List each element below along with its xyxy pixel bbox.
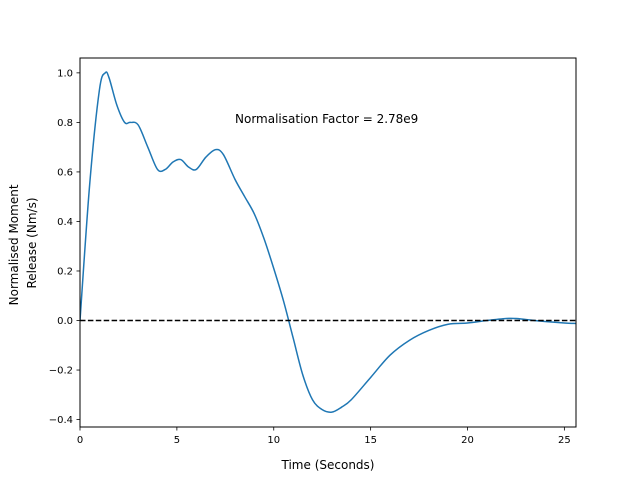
x-tick-label: 0 <box>77 435 83 446</box>
y-tick-label: 0.6 <box>57 167 73 178</box>
plot-background <box>80 58 576 427</box>
y-axis-label-line-2: Release (Nm/s) <box>25 197 39 288</box>
y-tick-label: 0.0 <box>57 316 73 327</box>
y-tick-label: 0.8 <box>57 118 73 129</box>
x-tick-label: 25 <box>558 435 571 446</box>
y-tick-label: 1.0 <box>57 68 73 79</box>
y-axis-label-line-1: Normalised Moment <box>7 184 21 305</box>
plot-frame <box>79 57 577 428</box>
x-tick-label: 15 <box>364 435 377 446</box>
y-tick-label: 0.2 <box>57 266 73 277</box>
x-axis-label: Time (Seconds) <box>281 458 375 472</box>
moment-release-line <box>80 71 576 413</box>
y-axis-label: Normalised Moment Release (Nm/s) <box>7 181 39 306</box>
series-layer <box>80 71 576 413</box>
x-tick-label: 10 <box>267 435 280 446</box>
x-tick-label: 5 <box>174 435 180 446</box>
x-tick-label: 20 <box>461 435 474 446</box>
y-tick-label: −0.2 <box>49 366 73 377</box>
y-tick-label: −0.4 <box>49 415 73 426</box>
y-axis: −0.4 −0.2 0.0 0.2 0.4 0.6 0.8 1.0 <box>49 68 80 426</box>
x-axis: 0 5 10 15 20 25 <box>77 427 571 446</box>
y-tick-label: 0.4 <box>57 217 73 228</box>
normalisation-annotation: Normalisation Factor = 2.78e9 <box>235 112 418 126</box>
